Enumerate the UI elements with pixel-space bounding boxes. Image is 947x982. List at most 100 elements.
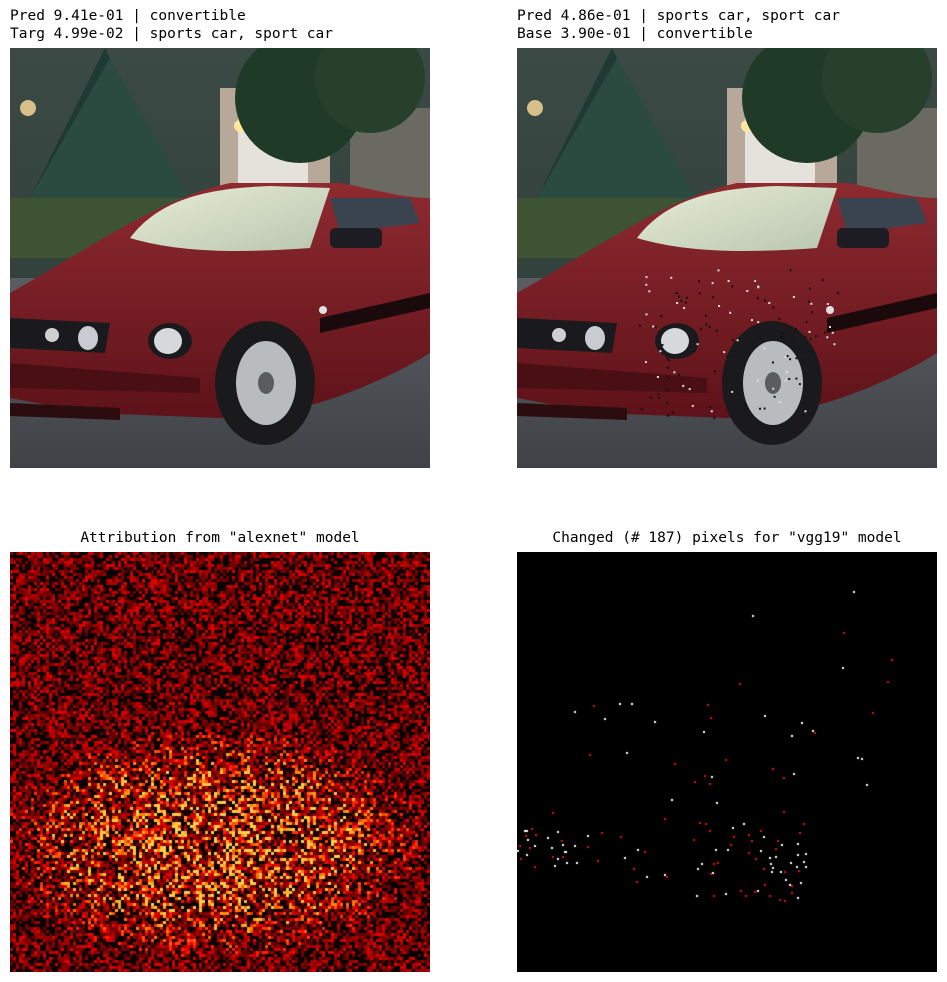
perturbation-dot — [809, 287, 811, 290]
perturbation-dot — [677, 373, 680, 376]
perturbation-dot — [696, 343, 699, 346]
perturbation-dot — [652, 325, 655, 328]
perturbation-dot — [709, 406, 712, 409]
perturbation-dot — [835, 315, 838, 318]
perturbation-dot — [814, 335, 817, 338]
perturbation-dot — [763, 407, 766, 410]
perturbation-dot — [736, 339, 739, 342]
perturbation-dot — [698, 292, 701, 295]
perturbation-dot — [811, 311, 813, 314]
perturbation-dot — [704, 314, 707, 317]
perturbation-dot — [829, 326, 831, 328]
perturbation-dot — [658, 396, 660, 399]
changed-pixels-map — [517, 552, 937, 972]
changed-pixels-title: Changed (# 187) pixels for "vgg19" model — [552, 530, 902, 546]
perturbation-dot — [710, 410, 713, 413]
perturbation-dot — [809, 338, 812, 341]
perturbation-dot — [751, 319, 753, 322]
perturbation-dot — [772, 306, 775, 309]
perturbation-dot — [682, 384, 685, 387]
perturbation-dot — [711, 282, 714, 285]
perturbation-dot — [836, 292, 839, 295]
perturbation-dot — [759, 407, 761, 410]
perturbation-dot — [786, 355, 789, 358]
perturbation-dot — [781, 331, 784, 334]
perturbation-dot — [667, 366, 669, 369]
perturbation-dot — [656, 376, 659, 378]
perturbation-dot — [723, 351, 726, 354]
adversarial-pred-caption: Pred 4.86e-01 | sports car, sport car — [517, 8, 841, 24]
perturbation-dot — [754, 280, 757, 283]
perturbation-dot — [746, 290, 749, 292]
perturbation-dot — [783, 337, 786, 340]
perturbation-dot — [756, 297, 759, 300]
perturbation-dot — [790, 335, 793, 338]
perturbation-dot — [768, 302, 771, 304]
perturbation-dot — [804, 336, 807, 339]
original-image — [10, 48, 430, 468]
perturbation-dot — [778, 317, 781, 320]
perturbation-dot — [794, 328, 797, 330]
perturbation-dot — [638, 324, 641, 327]
adversarial-base-caption: Base 3.90e-01 | convertible — [517, 26, 753, 42]
perturbation-dot — [788, 378, 791, 380]
perturbation-dot — [763, 347, 766, 350]
perturbation-dot — [645, 276, 648, 279]
perturbation-dot — [808, 300, 811, 303]
perturbation-dot — [654, 326, 657, 329]
perturbation-dot — [713, 417, 716, 420]
perturbation-dot — [675, 292, 678, 294]
heatmap-canvas — [10, 552, 430, 972]
perturbation-dot — [705, 323, 708, 326]
perturbation-dot — [661, 344, 664, 347]
perturbation-dot — [680, 299, 683, 302]
car-photo — [10, 48, 430, 468]
perturbation-dot — [660, 315, 663, 318]
attribution-title: Attribution from "alexnet" model — [80, 530, 360, 546]
perturbation-dot — [780, 335, 783, 338]
perturbation-dot — [795, 377, 798, 380]
perturbation-dot — [826, 336, 829, 339]
original-pred-caption: Pred 9.41e-01 | convertible — [10, 8, 246, 24]
original-target-caption: Targ 4.99e-02 | sports car, sport car — [10, 26, 334, 42]
perturbation-dot — [656, 393, 659, 396]
perturbation-dot — [784, 356, 787, 358]
perturbation-dot — [758, 336, 761, 339]
perturbation-dot — [764, 299, 767, 302]
perturbation-dot — [778, 401, 781, 404]
perturbation-dot — [726, 355, 729, 358]
perturbation-dot — [715, 329, 718, 332]
perturbation-dot — [717, 269, 720, 272]
perturbation-dot — [798, 383, 801, 386]
perturbation-dot — [789, 269, 792, 272]
perturbation-dot — [644, 361, 647, 364]
perturbation-dot — [784, 379, 787, 382]
adversarial-image — [517, 48, 937, 468]
perturbation-dot — [785, 371, 788, 374]
perturbation-dot — [789, 358, 792, 361]
perturbation-dot — [708, 326, 711, 329]
perturbation-dot — [826, 303, 829, 305]
perturbation-dot — [645, 283, 648, 286]
perturbation-dot — [649, 396, 652, 399]
perturbation-dot — [670, 276, 673, 279]
perturbation-dot — [686, 296, 688, 299]
perturbation-dot — [754, 281, 757, 284]
perturbation-dot — [727, 280, 730, 282]
perturbation-dot — [697, 280, 700, 283]
perturbation-dot — [821, 279, 824, 282]
perturbation-dot — [731, 285, 734, 288]
perturbation-dot — [673, 371, 676, 374]
perturbation-dot — [773, 395, 776, 398]
perturbation-dot — [801, 359, 804, 361]
perturbation-dots — [638, 269, 839, 420]
perturbation-dot — [757, 286, 760, 289]
perturbation-dot — [668, 378, 670, 381]
perturbation-dot — [648, 290, 651, 293]
perturbation-dot — [795, 357, 798, 360]
perturbation-dot — [772, 387, 775, 390]
perturbation-dot — [666, 388, 669, 391]
perturbation-dot — [833, 343, 836, 346]
perturbation-dot — [667, 414, 669, 417]
perturbation-dot — [805, 321, 808, 324]
